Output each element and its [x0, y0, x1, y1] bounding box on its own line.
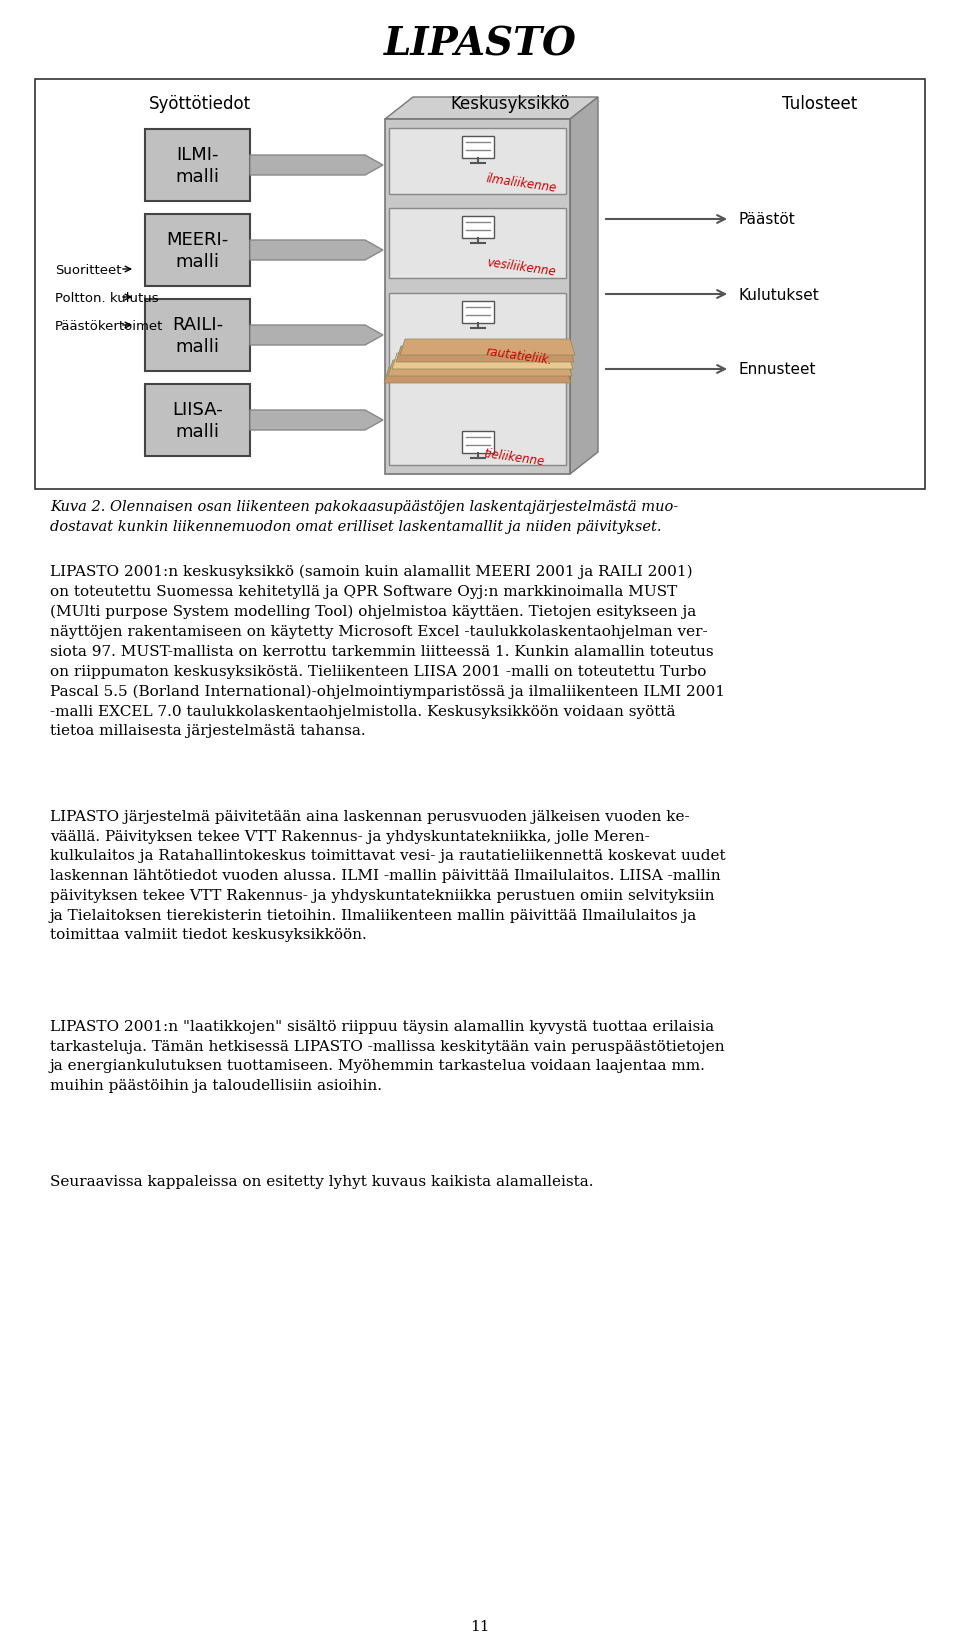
Text: Poltton. kulutus: Poltton. kulutus	[55, 292, 158, 305]
Polygon shape	[385, 97, 598, 120]
Text: tieliikenne: tieliikenne	[483, 447, 545, 468]
Text: MEERI-
malli: MEERI- malli	[166, 231, 228, 270]
Text: LIPASTO 2001:n keskusyksikkö (samoin kuin alamallit MEERI 2001 ja RAILI 2001)
on: LIPASTO 2001:n keskusyksikkö (samoin kui…	[50, 565, 725, 738]
Bar	[145, 214, 250, 287]
Text: Seuraavissa kappaleissa on esitetty lyhyt kuvaus kaikista alamalleista.: Seuraavissa kappaleissa on esitetty lyhy…	[50, 1175, 593, 1188]
Polygon shape	[250, 241, 383, 260]
Text: Ennusteet: Ennusteet	[738, 363, 815, 377]
Polygon shape	[389, 293, 566, 368]
Polygon shape	[250, 157, 383, 176]
Text: Kulutukset: Kulutukset	[738, 287, 819, 302]
Polygon shape	[392, 354, 573, 369]
Bar	[35, 81, 925, 489]
Polygon shape	[389, 382, 566, 466]
Text: Päästökertoimet: Päästökertoimet	[55, 320, 163, 333]
Text: Tulosteet: Tulosteet	[782, 96, 857, 114]
Text: Suoritteet: Suoritteet	[55, 264, 122, 277]
Bar	[145, 130, 250, 201]
Text: ILMI-
malli: ILMI- malli	[176, 145, 220, 186]
Polygon shape	[389, 209, 566, 279]
Text: Keskusyksikkö: Keskusyksikkö	[450, 96, 569, 114]
Polygon shape	[250, 326, 383, 346]
Text: 11: 11	[470, 1618, 490, 1633]
Text: LIISA-
malli: LIISA- malli	[172, 400, 223, 440]
Bar	[145, 300, 250, 372]
Text: vesiliikenne: vesiliikenne	[486, 255, 556, 279]
Text: rautatieliik.: rautatieliik.	[486, 344, 554, 368]
Bar	[462, 302, 493, 323]
Text: LIPASTO: LIPASTO	[384, 25, 576, 63]
Text: Kuva 2. Olennaisen osan liikenteen pakokaasupäästöjen laskentajärjestelmästä muo: Kuva 2. Olennaisen osan liikenteen pakok…	[50, 499, 679, 534]
Polygon shape	[250, 410, 383, 430]
Bar	[462, 218, 493, 239]
Text: ilmaliikenne: ilmaliikenne	[486, 171, 558, 194]
Text: LIPASTO järjestelmä päivitetään aina laskennan perusvuoden jälkeisen vuoden ke-
: LIPASTO järjestelmä päivitetään aina las…	[50, 809, 726, 941]
Bar	[462, 137, 493, 158]
Bar	[462, 432, 493, 453]
Polygon shape	[400, 339, 575, 356]
Text: Päästöt: Päästöt	[738, 213, 795, 227]
Polygon shape	[384, 368, 571, 384]
Text: LIPASTO 2001:n "laatikkojen" sisältö riippuu täysin alamallin kyvystä tuottaa er: LIPASTO 2001:n "laatikkojen" sisältö rii…	[50, 1020, 725, 1093]
Polygon shape	[570, 97, 598, 475]
Polygon shape	[385, 120, 570, 475]
Polygon shape	[388, 361, 572, 377]
Polygon shape	[389, 129, 566, 194]
Text: Syöttötiedot: Syöttötiedot	[149, 96, 252, 114]
Polygon shape	[396, 346, 574, 363]
Text: RAILI-
malli: RAILI- malli	[172, 316, 223, 356]
Bar	[145, 384, 250, 456]
